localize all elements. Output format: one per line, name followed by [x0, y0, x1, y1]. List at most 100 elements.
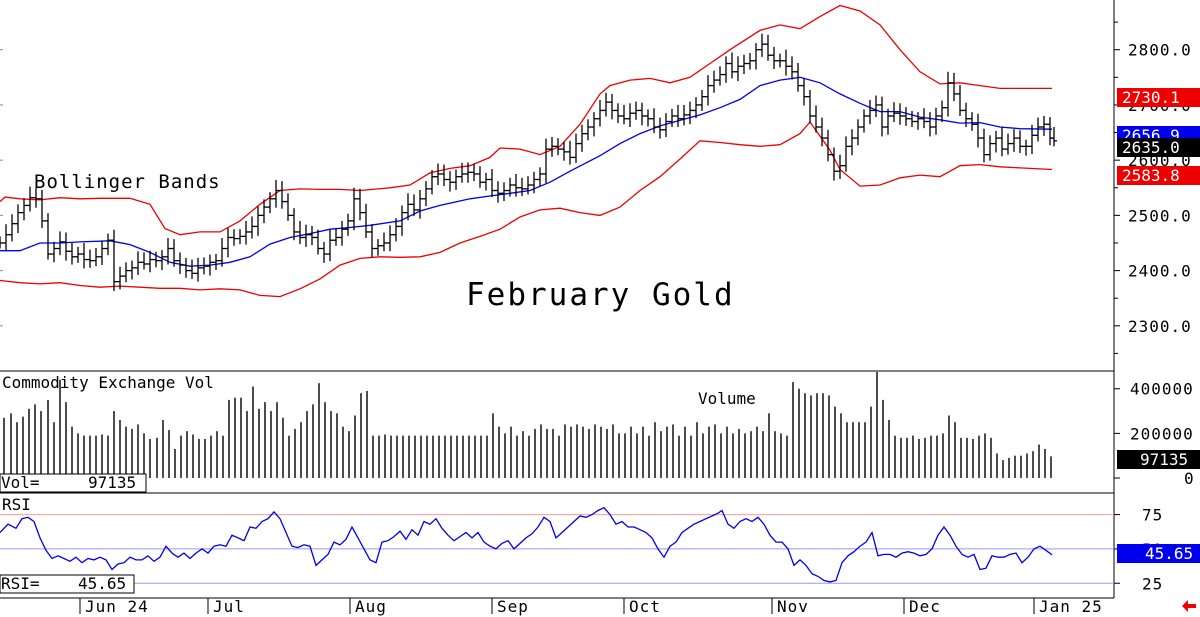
price-bar: [855, 119, 861, 146]
rsi-readout-box: [0, 574, 135, 594]
x-tick-label: Dec: [909, 597, 941, 616]
price-bar: [345, 213, 351, 236]
price-bar: [81, 242, 87, 269]
price-bar: [3, 224, 9, 252]
rsi-readout-value: 45.65: [78, 574, 126, 593]
price-bar: [327, 229, 333, 262]
close-price-badge: 2635.0: [1117, 138, 1200, 157]
price-bar: [591, 112, 597, 137]
price-bar: [873, 95, 879, 118]
price-bar: [663, 113, 669, 137]
price-bar: [87, 249, 93, 268]
price-bar: [969, 112, 975, 131]
price-bar: [99, 240, 105, 266]
price-bar: [573, 133, 579, 163]
price-bar: [543, 138, 549, 184]
rsi-last-badge: 45.65: [1117, 544, 1200, 563]
price-bar: [891, 102, 897, 123]
price-bar: [687, 101, 693, 125]
price-bar: [525, 176, 531, 195]
price-bar: [921, 108, 927, 129]
price-bar: [879, 96, 885, 137]
price-bar: [231, 229, 237, 246]
price-bar: [15, 204, 21, 234]
price-bar: [387, 225, 393, 252]
price-bar: [225, 228, 231, 258]
volume-panel-title: Commodity Exchange Vol: [2, 373, 214, 392]
price-tick-label: 2300.0: [1128, 317, 1192, 336]
price-bar: [933, 107, 939, 135]
volume-y-axis: 400000 200000 0: [1114, 380, 1194, 488]
price-bar: [597, 99, 603, 127]
price-bar: [195, 257, 201, 282]
price-bar: [837, 154, 843, 179]
close-price-badge-bg: [1117, 138, 1200, 157]
price-bar: [363, 203, 369, 239]
price-bar: [903, 107, 909, 126]
price-bar: [459, 162, 465, 183]
price-bar: [771, 46, 777, 70]
price-bar: [117, 266, 123, 290]
price-bar: [507, 177, 513, 197]
price-bar: [1029, 124, 1035, 155]
lower-band-badge-bg: [1117, 166, 1200, 185]
price-bar: [831, 147, 837, 181]
price-bar: [303, 224, 309, 247]
left-arrow-icon[interactable]: [1182, 600, 1196, 612]
volume-last-badge-value: 97135: [1140, 450, 1188, 469]
price-bar: [717, 66, 723, 86]
price-bar: [351, 187, 357, 231]
x-axis: Jun 24 Jul Aug Sep Oct Nov Dec Jan 25: [79, 597, 1102, 616]
price-bar: [645, 109, 651, 127]
price-bar: [705, 75, 711, 106]
price-bar: [75, 246, 81, 263]
price-bar: [405, 193, 411, 221]
price-bar: [69, 242, 75, 265]
price-bar: [651, 108, 657, 134]
price-bar: [45, 213, 51, 260]
price-bar: [33, 187, 39, 208]
price-bar: [555, 138, 561, 156]
price-tick-label: 2400.0: [1128, 262, 1192, 281]
price-bar: [141, 252, 147, 270]
price-bar: [987, 135, 993, 161]
price-bar: [741, 54, 747, 74]
upper-band-badge-bg: [1117, 88, 1200, 107]
price-bar: [1011, 129, 1017, 152]
price-bar: [177, 252, 183, 274]
price-bar: [183, 257, 189, 278]
price-bar: [657, 117, 663, 139]
price-bar: [333, 228, 339, 246]
volume-last-badge: 97135: [1117, 450, 1200, 469]
rsi-reference-lines: [0, 514, 1114, 584]
price-bar: [765, 34, 771, 61]
price-bar: [153, 251, 159, 268]
price-bar: [27, 186, 33, 212]
price-bar: [477, 166, 483, 188]
price-bar: [291, 208, 297, 241]
volume-readout-label: Vol=: [1, 473, 40, 492]
price-bar: [915, 112, 921, 130]
price-bar: [993, 130, 999, 153]
price-bar: [0, 236, 3, 249]
price-bar: [759, 33, 765, 57]
price-bar: [123, 262, 129, 283]
price-bar: [285, 193, 291, 221]
price-bar: [909, 111, 915, 128]
rsi-last-badge-bg: [1117, 544, 1200, 563]
price-bar: [693, 97, 699, 119]
price-bar: [735, 56, 741, 82]
price-bar: [927, 112, 933, 137]
price-bar: [675, 104, 681, 128]
lower-band-badge: 2583.8: [1117, 166, 1200, 185]
price-bar: [957, 85, 963, 116]
price-bar: [585, 119, 591, 141]
price-bar: [777, 53, 783, 68]
price-bar: [639, 102, 645, 126]
price-bar: [867, 99, 873, 125]
price-bars: [0, 33, 1057, 292]
price-bar: [537, 167, 543, 187]
price-bar: [213, 254, 219, 271]
